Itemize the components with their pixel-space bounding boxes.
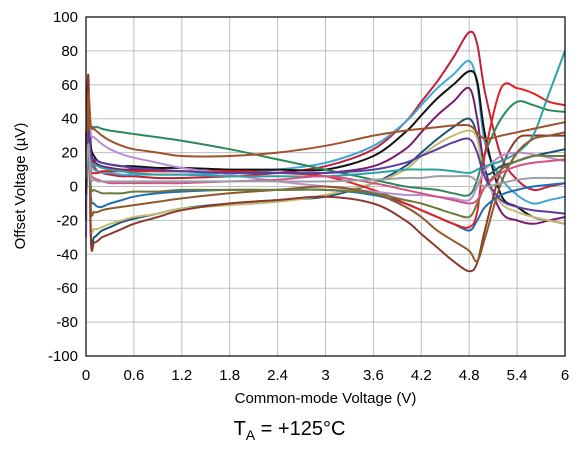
y-tick-label: 80 bbox=[61, 43, 78, 60]
x-tick-label: 3 bbox=[321, 367, 329, 384]
series-line-18 bbox=[85, 92, 566, 158]
x-tick-label: 2.4 bbox=[267, 367, 288, 384]
series-line-8 bbox=[85, 73, 565, 273]
y-tick-label: 0 bbox=[70, 179, 78, 196]
y-tick-label: -60 bbox=[56, 280, 78, 297]
x-tick-labels: 0 0.6 1.2 1.8 2.4 3 3.6 4.2 4.8 5.4 6 bbox=[82, 367, 569, 384]
line-chart: 0 0.6 1.2 1.8 2.4 3 3.6 4.2 4.8 5.4 6 -100 -80 -60 -4… bbox=[12, 9, 569, 407]
caption-value: = +125°C bbox=[255, 418, 346, 440]
x-tick-label: 1.2 bbox=[171, 367, 192, 384]
plot-frame bbox=[85, 16, 566, 357]
x-tick-label: 1.8 bbox=[219, 367, 240, 384]
y-tick-label: -40 bbox=[56, 246, 78, 263]
x-tick-label: 5.4 bbox=[507, 367, 528, 384]
x-tick-label: 6 bbox=[561, 367, 569, 384]
series-line-13 bbox=[85, 108, 566, 263]
series-group bbox=[85, 30, 566, 273]
series-line-15 bbox=[85, 137, 566, 205]
temperature-caption: TA = +125°C bbox=[0, 418, 579, 443]
x-tick-label: 0 bbox=[82, 367, 90, 384]
y-tick-labels: -100 -80 -60 -40 -20 0 20 40 60 80 100 bbox=[48, 9, 78, 365]
series-line-16 bbox=[85, 130, 566, 215]
x-tick-label: 4.8 bbox=[459, 367, 480, 384]
series-line-7 bbox=[85, 100, 566, 197]
y-axis-label: Offset Voltage (µV) bbox=[12, 123, 29, 250]
series-line-17 bbox=[85, 143, 565, 188]
caption-subscript: A bbox=[245, 427, 256, 443]
x-tick-label: 4.2 bbox=[411, 367, 432, 384]
series-line-6 bbox=[85, 125, 566, 234]
y-tick-label: -20 bbox=[56, 212, 78, 229]
caption-symbol: T bbox=[233, 418, 246, 440]
x-tick-label: 0.6 bbox=[123, 367, 144, 384]
x-axis-label: Common-mode Voltage (V) bbox=[235, 390, 417, 407]
y-tick-label: -80 bbox=[56, 314, 78, 331]
y-tick-label: 100 bbox=[53, 9, 78, 26]
y-tick-label: 40 bbox=[61, 111, 78, 128]
series-line-14 bbox=[85, 134, 565, 219]
y-tick-label: -100 bbox=[48, 348, 78, 365]
x-tick-label: 3.6 bbox=[363, 367, 384, 384]
y-tick-label: 20 bbox=[61, 145, 78, 162]
y-tick-label: 60 bbox=[61, 77, 78, 94]
